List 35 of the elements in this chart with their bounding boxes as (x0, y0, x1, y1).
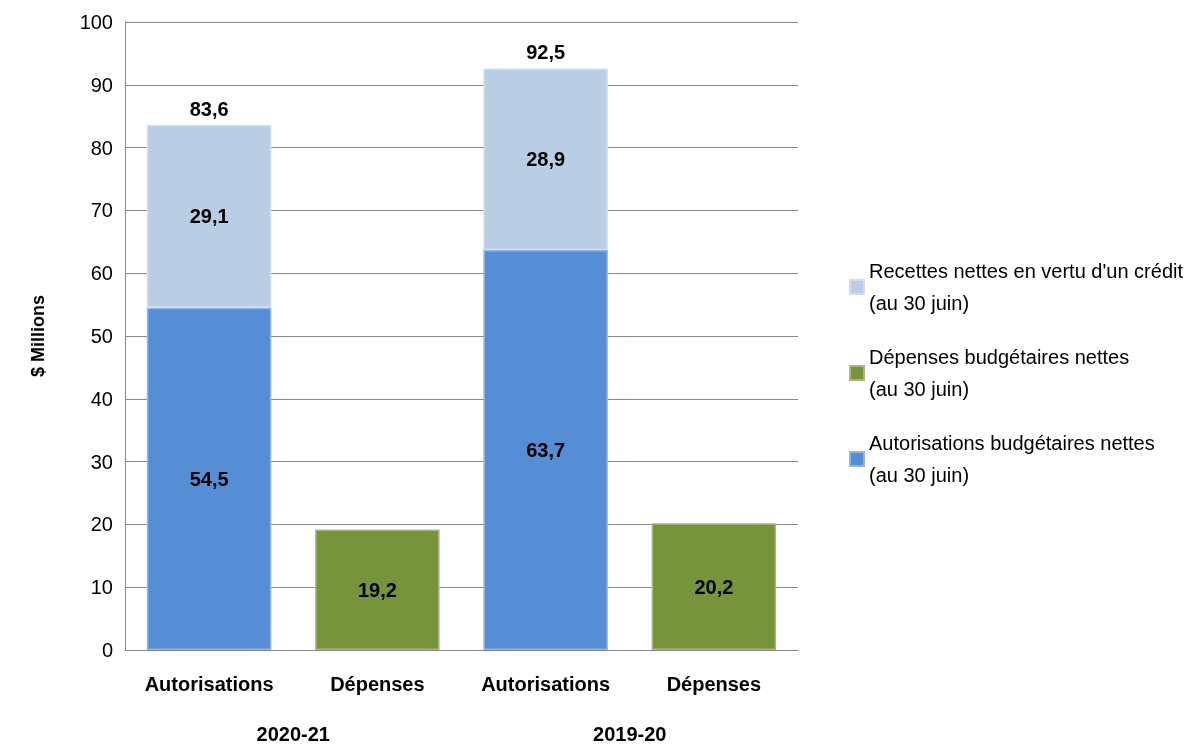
data-label: 63,7 (526, 438, 566, 461)
y-tick-label: 100 (79, 11, 113, 33)
bar (146, 124, 272, 308)
y-tick-label: 0 (101, 639, 113, 661)
legend-label: Dépenses budgétaires nettes (au 30 juin) (869, 346, 1130, 400)
y-tick-label: 50 (90, 325, 113, 347)
bar (483, 249, 608, 650)
data-label: 29,1 (189, 205, 229, 228)
total-label: 83,6 (189, 97, 229, 120)
total-label: 92,5 (526, 41, 566, 64)
y-tick-label: 80 (90, 136, 113, 159)
x-tick-label: Dépenses (330, 673, 425, 695)
y-tick-label: 20 (90, 513, 113, 536)
data-label: 19,2 (357, 578, 397, 601)
legend-label: Autorisations budgétaires nettes (au 30 juin) (869, 432, 1155, 486)
y-axis-title: $ Millions (28, 294, 48, 378)
y-tick-label: 60 (90, 262, 113, 285)
legend-label: Recettes nettes en vertu d'un crédit (au 30 juin) (869, 260, 1184, 314)
bar (146, 307, 272, 650)
data-label: 54,5 (189, 467, 229, 490)
x-tick-label: Autorisations (144, 673, 274, 695)
x-tick-label: Dépenses (666, 673, 762, 695)
y-tick-label: 10 (90, 576, 113, 599)
data-label: 20,2 (694, 575, 734, 598)
data-label: 28,9 (526, 148, 566, 171)
bar (315, 529, 440, 650)
y-tick-label: 30 (90, 450, 113, 473)
bar (651, 523, 777, 650)
y-tick-label: 70 (90, 199, 113, 222)
bar (483, 68, 608, 250)
text: 2019-20 (593, 723, 667, 745)
text: 2020-21 (256, 723, 330, 745)
y-tick-label: 40 (90, 387, 113, 410)
y-tick-label: 90 (90, 73, 113, 96)
x-tick-label: Autorisations (481, 673, 611, 695)
